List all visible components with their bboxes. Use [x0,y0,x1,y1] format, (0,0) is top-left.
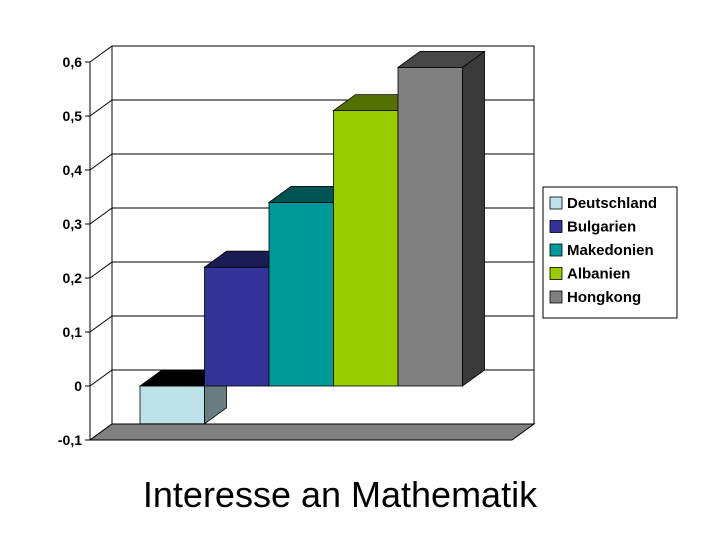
chart-floor [88,423,536,441]
y-tick-label: 0,1 [63,324,83,340]
bar-front [139,385,205,425]
bar-front [397,67,463,387]
legend-label: Makedonien [567,242,654,259]
legend-item: Albanien [549,266,630,283]
legend: Deutschland Bulgarien Makedonien Albanien Ho… [542,186,678,319]
bars-group [138,50,486,425]
y-tick-label: 0,5 [63,108,83,124]
legend-label: Bulgarien [567,219,636,236]
bar-front [268,201,334,387]
y-tick-label: 0,3 [63,216,83,232]
y-tick-label: 0,4 [63,162,83,178]
legend-item: Bulgarien [549,219,636,236]
legend-swatch [549,220,563,233]
chart-title: Interesse an Mathematik [142,474,538,515]
bar-side [462,50,485,387]
legend-label: Albanien [567,266,630,283]
y-axis: -0,1 0 0,1 0,2 0,3 0,4 0,5 0,6 [58,54,91,448]
y-tick-label: 0,2 [63,270,83,286]
gridline [89,45,534,63]
legend-item: Hongkong [549,289,641,306]
bar-hongkong [396,50,486,387]
legend-item: Makedonien [549,242,654,259]
y-tick-label: -0,1 [58,432,82,448]
legend-swatch [549,267,563,280]
legend-box [542,186,678,319]
y-tick-label: 0 [74,378,82,394]
legend-item: Deutschland [549,195,657,212]
bar-front [333,110,399,387]
bar-front [204,266,270,387]
y-tick-label: 0,6 [63,54,83,70]
legend-swatch [549,243,563,257]
legend-swatch [549,290,563,304]
legend-label: Hongkong [567,289,641,306]
legend-swatch [549,196,563,210]
legend-label: Deutschland [567,195,657,212]
